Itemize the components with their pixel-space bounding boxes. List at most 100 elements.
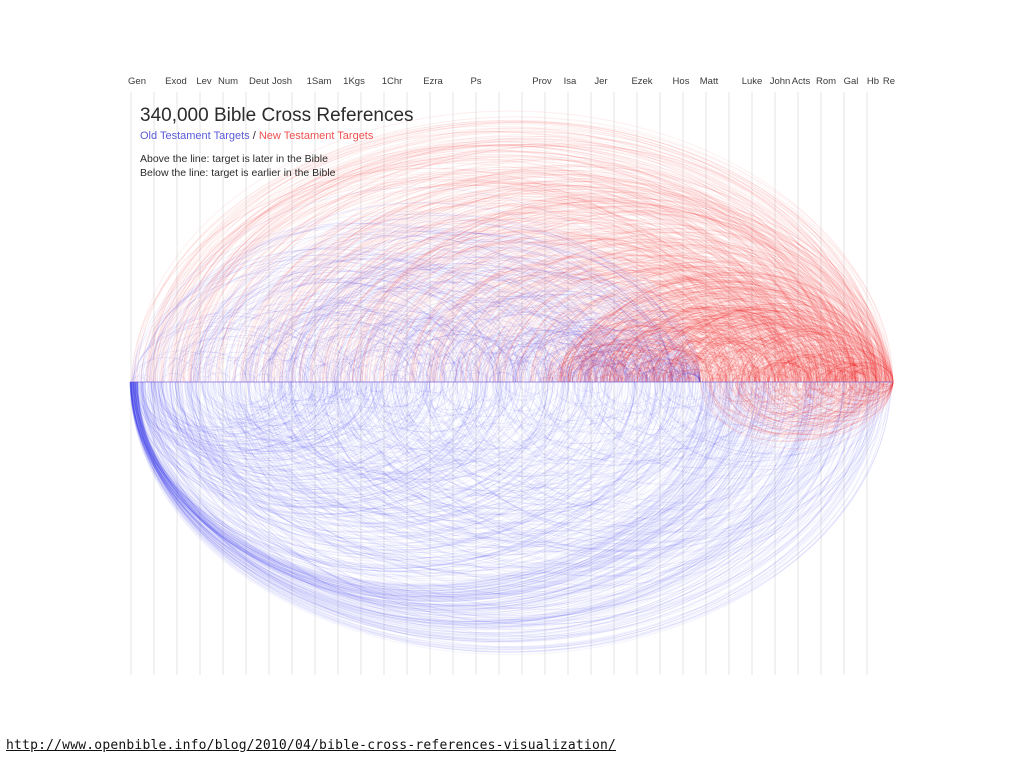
cross-reference-arc-forward [608,367,649,383]
cross-reference-arc-forward [477,238,875,383]
cross-reference-arc-forward [424,337,549,383]
cross-reference-arc-forward [211,181,780,383]
cross-reference-arc-backward [307,381,753,543]
cross-reference-arc-forward [290,309,493,383]
cross-reference-arc-backward [448,381,853,525]
cross-reference-arc-forward [250,232,667,383]
cross-reference-arc-forward [486,331,626,383]
cross-reference-arc-forward [388,295,627,383]
cross-reference-arc-backward [137,381,766,609]
cross-reference-arc-backward [135,381,786,617]
cross-reference-arc-forward [601,287,864,383]
cross-reference-arc-forward [728,335,857,383]
cross-reference-arc-backward [136,381,747,602]
cross-reference-arc-forward [626,296,872,383]
cross-reference-arc-backward [176,381,579,524]
cross-reference-arc-forward [352,343,464,383]
cross-reference-arc-backward [257,381,286,392]
cross-reference-arc-forward [343,199,850,383]
cross-reference-arc-forward [648,370,682,383]
cross-reference-arc-backward [392,381,489,417]
cross-reference-arc-forward [464,372,491,383]
cross-reference-arc-backward [186,381,318,430]
cross-reference-arc-forward [632,295,873,383]
cross-reference-arc-forward [460,269,773,383]
cross-reference-arc-backward [508,381,853,504]
cross-reference-arc-forward [427,247,802,383]
cross-reference-arc-backward [181,381,377,453]
cross-reference-arc-forward [197,258,540,383]
cross-reference-arc-forward [646,372,673,383]
cross-reference-arc-forward [711,363,767,383]
cross-reference-arc-forward [534,290,797,383]
cross-reference-arc-forward [513,318,697,383]
cross-reference-arc-backward [187,381,352,441]
cross-reference-arc-backward [319,381,637,497]
cross-reference-arc-backward [504,381,543,396]
cross-reference-arc-forward [600,295,841,383]
cross-reference-arc-forward [336,329,488,383]
cross-reference-arc-backward [205,381,289,412]
cross-reference-arc-forward [608,350,697,383]
cross-reference-arc-forward [279,335,415,383]
cross-reference-arc-forward [504,360,564,383]
cross-reference-arc-backward [643,381,822,444]
cross-reference-arc-forward [592,279,884,383]
cross-reference-arc-backward [136,381,615,555]
cross-reference-arc-backward [474,381,891,532]
cross-reference-arc-forward [143,316,333,383]
cross-reference-arc-backward [440,381,521,411]
cross-reference-arc-forward [251,156,877,383]
cross-reference-arc-backward [191,381,307,424]
cross-reference-arc-backward [333,381,762,537]
cross-reference-arc-forward [466,237,876,383]
cross-reference-arc-backward [130,381,851,642]
cross-reference-arc-forward [541,329,694,383]
cross-reference-arc-backward [187,381,442,474]
cross-reference-arc-forward [581,272,887,383]
cross-reference-arc-backward [158,381,621,549]
cross-reference-arc-forward [501,356,577,383]
cross-reference-arc-backward [178,381,552,517]
cross-reference-arc-forward [436,253,794,383]
cross-reference-arc-forward [413,256,762,383]
cross-reference-arc-forward [156,161,780,383]
cross-reference-arc-forward [217,143,892,383]
cross-reference-arc-backward [191,381,335,434]
cross-reference-arc-forward [189,138,868,383]
cross-reference-arc-forward [676,373,701,383]
cross-reference-arc-forward [825,363,877,383]
cross-reference-arc-backward [239,381,337,417]
cross-reference-arc-forward [517,277,816,383]
cross-reference-arc-forward [337,349,430,383]
cross-reference-arc-forward [281,164,887,383]
cross-reference-arc-forward [593,315,780,383]
cross-reference-arc-backward [134,381,704,587]
cross-reference-arc-forward [180,344,286,383]
cross-reference-arc-backward [132,381,767,611]
cross-reference-arc-forward [135,378,148,383]
cross-reference-arc-forward [472,254,827,383]
cross-reference-arc-forward [600,287,862,383]
cross-reference-arc-forward [190,235,608,383]
cross-reference-arc-forward [304,324,465,383]
cross-reference-arc-forward [597,327,750,383]
cross-reference-arc-forward [517,333,652,383]
cross-reference-arc-backward [424,381,845,534]
cross-reference-arc-backward [163,381,522,508]
cross-reference-arc-backward [153,381,591,540]
cross-reference-arc-forward [382,237,784,383]
cross-reference-arc-backward [136,381,731,596]
source-link[interactable]: http://www.openbible.info/blog/2010/04/b… [6,738,617,753]
cross-reference-arc-forward [817,363,870,383]
cross-reference-arc-backward [382,381,711,501]
cross-reference-arc-forward [285,336,416,383]
cross-reference-arc-forward [131,275,436,383]
cross-reference-arc-backward [523,381,810,485]
cross-reference-arc-backward [196,381,549,509]
cross-reference-arc-forward [205,372,232,383]
cross-reference-arc-forward [540,283,815,383]
cross-reference-arc-forward [718,363,770,383]
cross-reference-arc-forward [336,260,674,383]
cross-reference-arc-forward [289,235,696,383]
